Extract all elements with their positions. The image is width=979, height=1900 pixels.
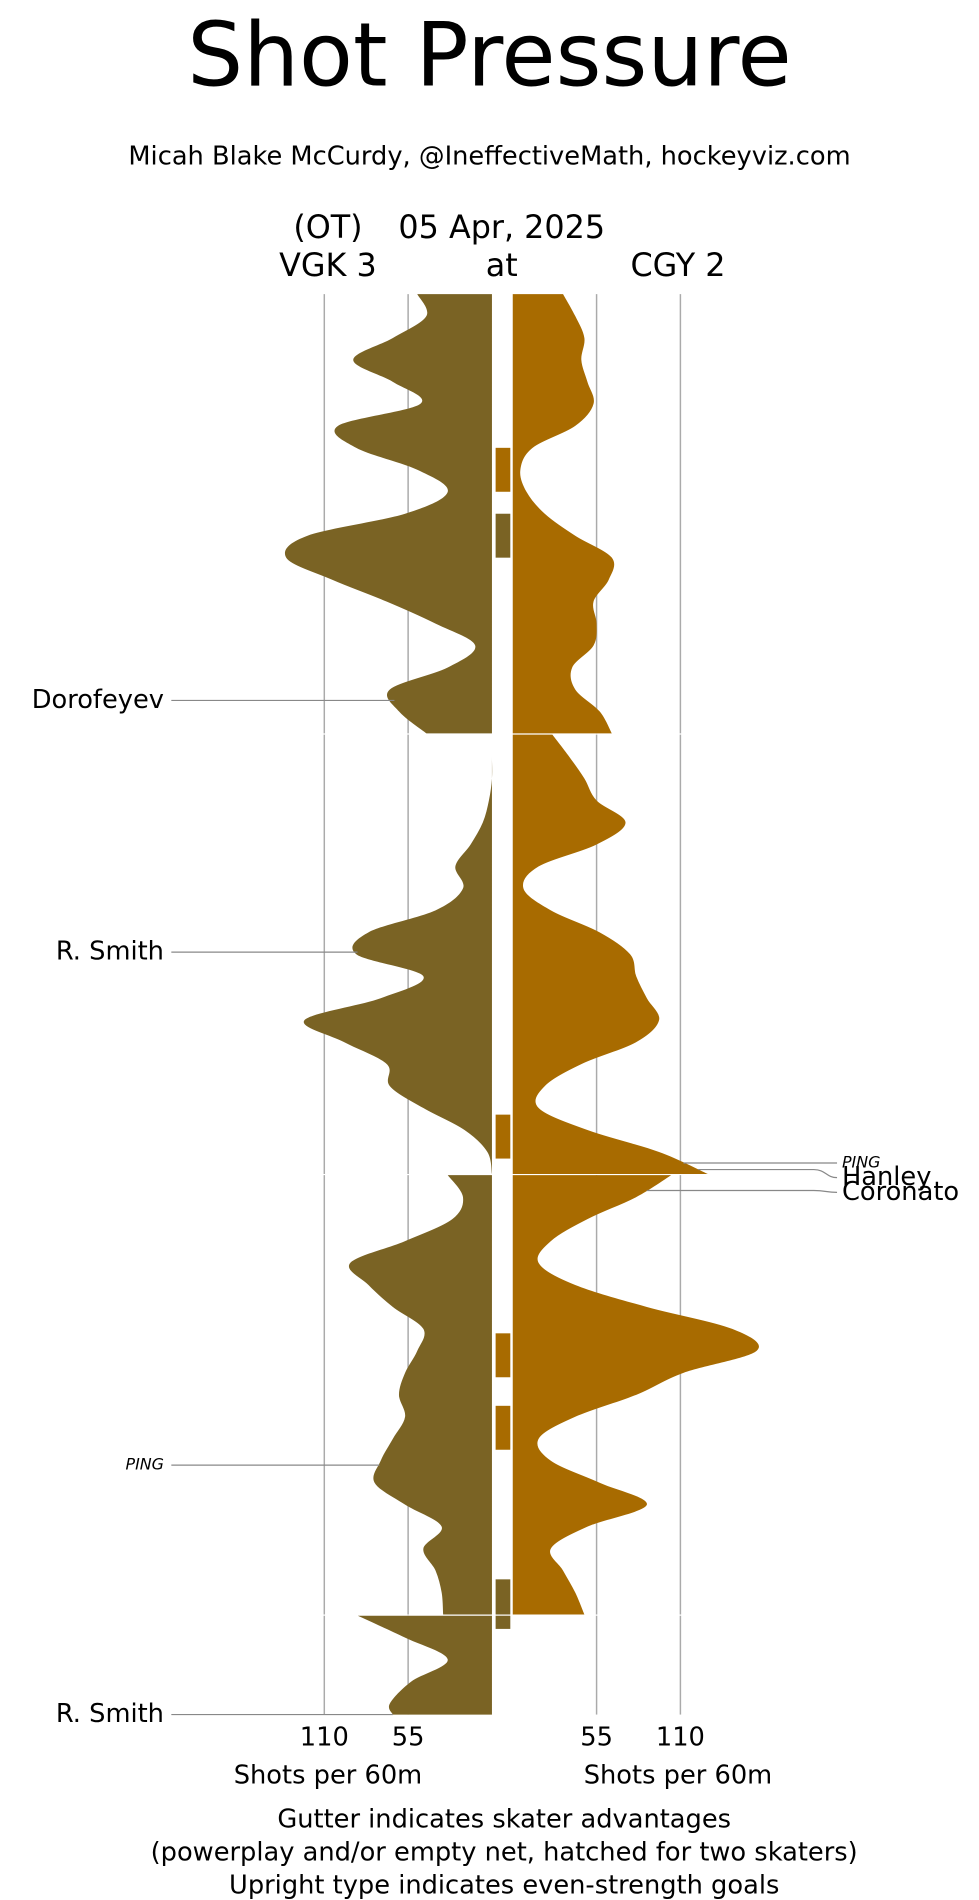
advantage <box>495 1405 511 1450</box>
pressure-area <box>512 294 615 734</box>
goal-connector <box>646 1189 838 1193</box>
footer-line: Upright type indicates even-strength goa… <box>229 1871 779 1900</box>
x-tick-label: 55 <box>580 1723 613 1753</box>
advantage <box>495 1114 511 1159</box>
goal-label: R. Smith <box>56 1699 164 1729</box>
x-axis-label: Shots per 60m <box>584 1761 772 1791</box>
advantage <box>495 1579 511 1615</box>
pressure-area <box>284 294 492 734</box>
goal-label: Hanley <box>842 1162 931 1192</box>
footer-line: Gutter indicates skater advantages <box>277 1805 731 1835</box>
pressure-area <box>348 1175 492 1615</box>
footer-line: (powerplay and/or empty net, hatched for… <box>151 1838 858 1868</box>
goal-connector <box>698 1168 838 1179</box>
goal-label: Dorofeyev <box>32 685 164 715</box>
pressure-area <box>357 1615 492 1715</box>
goal-label: Coronato <box>842 1177 959 1207</box>
pressure-area <box>512 1175 759 1615</box>
home-label: CGY 2 <box>630 246 725 284</box>
pressure-area <box>303 734 493 1174</box>
game-note: (OT) <box>293 208 362 246</box>
advantage <box>495 1333 511 1378</box>
pressure-area <box>512 734 708 1174</box>
chart-subtitle: Micah Blake McCurdy, @IneffectiveMath, h… <box>128 142 850 172</box>
at-label: at <box>486 246 518 284</box>
x-tick-label: 110 <box>300 1723 349 1753</box>
advantage <box>495 447 511 492</box>
goal-label: PING <box>842 1152 880 1171</box>
chart-title: Shot Pressure <box>187 3 791 106</box>
x-axis-label: Shots per 60m <box>234 1761 422 1791</box>
game-date: 05 Apr, 2025 <box>398 208 605 246</box>
advantage <box>495 513 511 558</box>
goal-label: R. Smith <box>56 937 164 967</box>
away-label: VGK 3 <box>279 246 377 284</box>
x-tick-label: 110 <box>656 1723 705 1753</box>
goal-label: PING <box>125 1455 163 1474</box>
advantage <box>495 1615 511 1629</box>
x-tick-label: 55 <box>392 1723 425 1753</box>
